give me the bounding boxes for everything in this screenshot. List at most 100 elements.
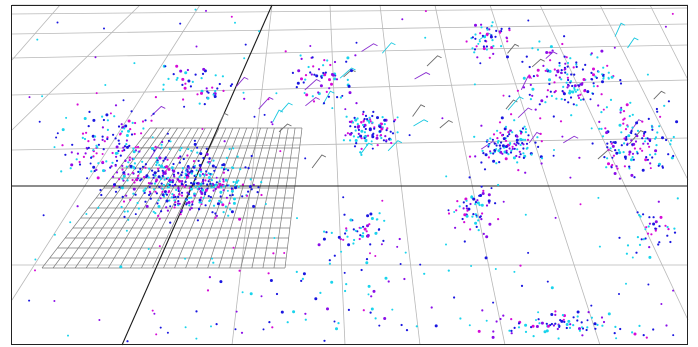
point bbox=[309, 45, 312, 47]
point bbox=[503, 127, 507, 131]
point bbox=[622, 110, 626, 113]
point bbox=[619, 108, 623, 112]
point bbox=[487, 156, 490, 159]
local-grid-col bbox=[251, 127, 282, 269]
point bbox=[505, 36, 508, 39]
point bbox=[574, 90, 578, 93]
point bbox=[474, 201, 478, 204]
camera-frustum bbox=[360, 142, 373, 155]
point bbox=[115, 155, 118, 158]
point bbox=[126, 179, 129, 182]
point bbox=[481, 34, 484, 38]
point bbox=[461, 217, 464, 221]
point bbox=[389, 130, 392, 133]
point bbox=[480, 23, 483, 26]
point bbox=[144, 119, 147, 122]
point bbox=[555, 74, 558, 77]
point bbox=[104, 84, 107, 86]
point bbox=[382, 239, 385, 242]
point bbox=[371, 121, 374, 124]
point bbox=[70, 151, 73, 154]
point bbox=[151, 136, 154, 139]
point bbox=[198, 173, 201, 176]
point bbox=[154, 174, 157, 177]
point bbox=[69, 221, 72, 224]
point bbox=[567, 101, 570, 104]
point bbox=[228, 202, 231, 205]
point bbox=[201, 172, 204, 176]
point bbox=[133, 181, 136, 184]
point bbox=[480, 185, 483, 188]
grid-line bbox=[599, 4, 689, 181]
point bbox=[511, 131, 514, 134]
point bbox=[118, 186, 121, 189]
point bbox=[567, 78, 570, 82]
point bbox=[212, 93, 215, 96]
point bbox=[516, 89, 520, 92]
point bbox=[602, 77, 605, 80]
point bbox=[186, 170, 189, 173]
point bbox=[631, 331, 634, 334]
point bbox=[182, 157, 185, 161]
point bbox=[419, 263, 422, 266]
grid-line bbox=[489, 4, 601, 346]
point bbox=[121, 164, 124, 167]
point bbox=[206, 183, 209, 186]
point bbox=[366, 134, 370, 137]
point bbox=[654, 229, 657, 232]
point bbox=[326, 59, 329, 62]
point bbox=[606, 157, 609, 160]
point bbox=[166, 158, 169, 161]
point bbox=[612, 141, 615, 144]
point bbox=[520, 284, 524, 287]
point bbox=[672, 154, 675, 158]
point bbox=[604, 127, 607, 130]
point bbox=[222, 168, 226, 171]
point bbox=[178, 175, 181, 179]
point bbox=[381, 199, 384, 202]
point bbox=[527, 19, 530, 22]
point bbox=[628, 150, 632, 154]
viewport-frame bbox=[11, 5, 688, 345]
point bbox=[207, 176, 211, 180]
point bbox=[524, 171, 527, 174]
point bbox=[656, 131, 659, 134]
point bbox=[195, 182, 199, 185]
point bbox=[563, 98, 567, 101]
point bbox=[106, 128, 109, 131]
point bbox=[275, 92, 278, 95]
point bbox=[157, 205, 161, 208]
point bbox=[592, 85, 596, 88]
point bbox=[474, 213, 477, 216]
point bbox=[592, 67, 595, 71]
point bbox=[361, 113, 365, 116]
point bbox=[579, 93, 582, 96]
point bbox=[249, 178, 252, 181]
point bbox=[642, 213, 645, 216]
point bbox=[561, 135, 564, 138]
point bbox=[507, 153, 510, 156]
point bbox=[349, 132, 352, 136]
point bbox=[644, 237, 647, 240]
point bbox=[213, 95, 217, 98]
point bbox=[212, 189, 215, 192]
point bbox=[304, 312, 307, 315]
point bbox=[85, 131, 88, 134]
point bbox=[94, 56, 97, 59]
point bbox=[194, 185, 197, 188]
point bbox=[383, 123, 386, 126]
point bbox=[374, 317, 377, 320]
point bbox=[190, 169, 194, 173]
local-grid-col bbox=[229, 127, 268, 269]
point bbox=[157, 214, 160, 217]
point bbox=[185, 199, 188, 202]
point bbox=[330, 231, 333, 234]
point bbox=[627, 134, 631, 138]
point bbox=[473, 51, 476, 54]
point bbox=[368, 121, 371, 124]
point bbox=[140, 178, 143, 181]
point bbox=[200, 196, 203, 199]
point bbox=[545, 95, 549, 98]
